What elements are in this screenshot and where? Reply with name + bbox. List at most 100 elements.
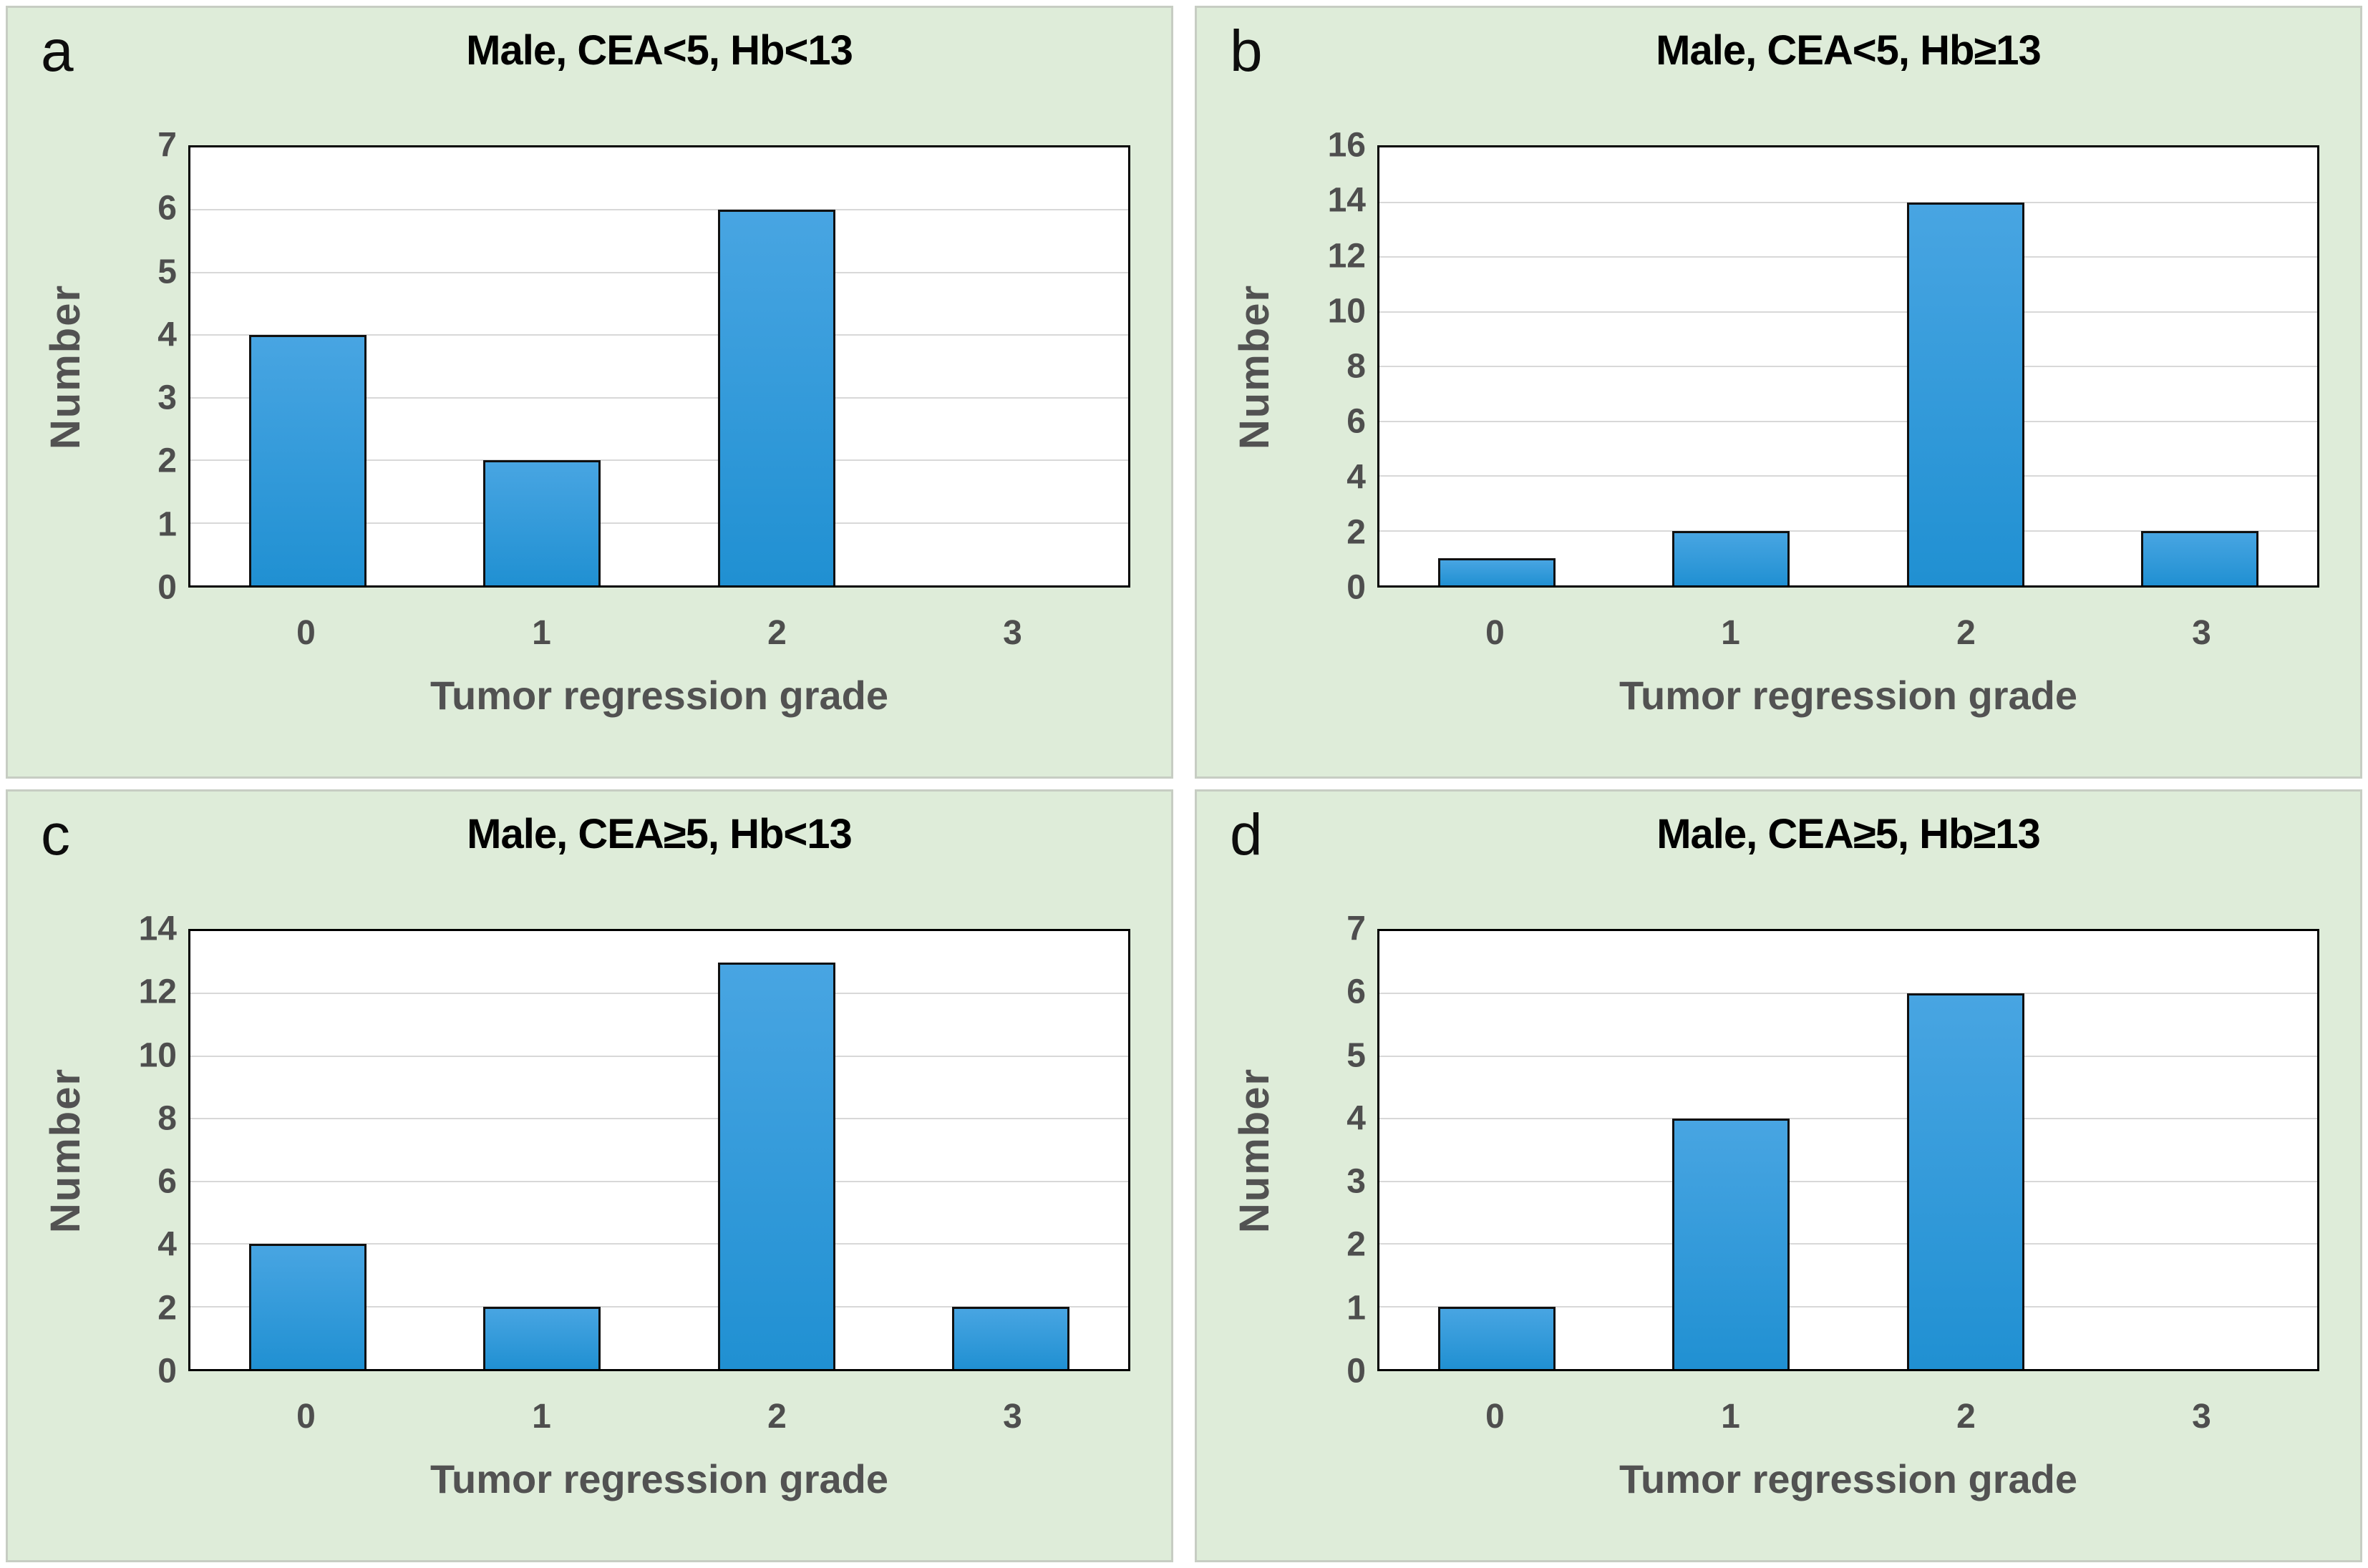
y-tick-label: 1: [157, 505, 177, 544]
y-tick-label: 7: [1346, 910, 1366, 948]
y-tick-label: 12: [138, 973, 177, 1011]
plot-area: [1377, 929, 2319, 1371]
y-tick-label: 0: [157, 568, 177, 607]
chart-title-a: Male, CEA<5, Hb<13: [466, 27, 853, 74]
y-tick-label: 3: [1346, 1162, 1366, 1201]
bar-grade-0: [1437, 1306, 1556, 1369]
panel-d: d Male, CEA≥5, Hb≥13 Number 0 1 2 3 4 5 6 7 0 1 2 3 T…: [1195, 789, 2362, 1562]
bar-chart-a: Number 0 1 2 3 4 5 6 7 0 1 2 3 Tumor regression grade: [8, 8, 1171, 776]
bar-grade-3: [2141, 530, 2259, 585]
x-axis-ticks: 0 1 2 3: [1377, 1397, 2319, 1440]
gridline: [1379, 311, 2317, 313]
x-axis-ticks: 0 1 2 3: [188, 613, 1130, 656]
bar-grade-1: [1672, 1119, 1790, 1369]
gridline: [190, 1305, 1128, 1308]
x-tick-label: 2: [767, 1398, 787, 1436]
y-axis-ticks: 0 2 4 6 8 10 12 14 16: [1197, 127, 1366, 607]
y-tick-label: 4: [157, 1225, 177, 1264]
gridline: [190, 1118, 1128, 1120]
x-tick-label: 2: [767, 614, 787, 652]
x-tick-label: 0: [1485, 614, 1505, 652]
x-tick-label: 0: [296, 614, 316, 652]
panel-letter-c: c: [41, 802, 70, 867]
panel-letter-d: d: [1230, 802, 1263, 867]
y-tick-label: 5: [157, 253, 177, 291]
y-tick-label: 0: [1346, 1352, 1366, 1391]
x-tick-label: 0: [1485, 1398, 1505, 1436]
y-tick-label: 2: [157, 1289, 177, 1328]
panel-b: b Male, CEA<5, Hb≥13 Number 0 2 4 6 8 10 12 14 16…: [1195, 6, 2362, 779]
y-tick-label: 0: [1346, 568, 1366, 607]
x-tick-label: 3: [1003, 1398, 1022, 1436]
y-tick-label: 16: [1327, 126, 1366, 165]
gridline: [1379, 475, 2317, 477]
y-tick-label: 12: [1327, 237, 1366, 275]
panel-a: a Male, CEA<5, Hb<13 Number 0 1 2 3 4 5 6 7 0 1 2 3 T…: [6, 6, 1173, 779]
x-tick-label: 1: [532, 614, 551, 652]
x-axis-ticks: 0 1 2 3: [188, 1397, 1130, 1440]
gridline: [190, 993, 1128, 995]
x-axis-ticks: 0 1 2 3: [1377, 613, 2319, 656]
bar-chart-d: Number 0 1 2 3 4 5 6 7 0 1 2 3 Tumor regression grade: [1197, 792, 2360, 1560]
y-tick-label: 8: [157, 1099, 177, 1138]
x-axis-label: Tumor regression grade: [430, 673, 888, 718]
y-tick-label: 14: [138, 910, 177, 948]
bar-grade-2: [717, 962, 835, 1369]
x-axis-label: Tumor regression grade: [1619, 1456, 2077, 1501]
y-tick-label: 4: [157, 316, 177, 354]
bar-grade-0: [248, 335, 367, 585]
plot-area: [188, 145, 1130, 588]
x-tick-label: 3: [1003, 614, 1022, 652]
panel-letter-b: b: [1230, 19, 1263, 84]
bar-grade-0: [248, 1244, 367, 1369]
y-tick-label: 8: [1346, 347, 1366, 386]
gridline: [190, 1243, 1128, 1245]
bar-chart-c: Number 0 2 4 6 8 10 12 14 0 1 2 3 Tumor regression gr…: [8, 792, 1171, 1560]
gridline: [190, 1180, 1128, 1182]
gridline: [1379, 1180, 2317, 1182]
y-axis-ticks: 0 1 2 3 4 5 6 7: [8, 127, 177, 607]
chart-title-b: Male, CEA<5, Hb≥13: [1656, 27, 2042, 74]
y-axis-ticks: 0 2 4 6 8 10 12 14: [8, 910, 177, 1391]
bar-grade-1: [483, 460, 601, 585]
bar-grade-2: [717, 210, 835, 585]
y-tick-label: 3: [157, 379, 177, 417]
y-tick-label: 10: [1327, 292, 1366, 331]
gridline: [190, 209, 1128, 211]
gridline: [1379, 420, 2317, 422]
y-tick-label: 7: [157, 126, 177, 165]
x-tick-label: 2: [1956, 614, 1976, 652]
x-tick-label: 3: [2192, 1398, 2211, 1436]
gridline: [1379, 1305, 2317, 1308]
bar-chart-b: Number 0 2 4 6 8 10 12 14 16 0 1 2 3 Tumor regression …: [1197, 8, 2360, 776]
gridline: [1379, 1118, 2317, 1120]
panel-letter-a: a: [41, 19, 74, 84]
gridline: [1379, 993, 2317, 995]
y-tick-label: 2: [1346, 1225, 1366, 1264]
bar-grade-2: [1906, 202, 2024, 585]
x-tick-label: 3: [2192, 614, 2211, 652]
gridline: [1379, 530, 2317, 532]
x-tick-label: 1: [1721, 1398, 1740, 1436]
y-tick-label: 0: [157, 1352, 177, 1391]
y-tick-label: 6: [157, 189, 177, 228]
bar-grade-3: [952, 1306, 1070, 1369]
x-tick-label: 2: [1956, 1398, 1976, 1436]
y-tick-label: 6: [157, 1162, 177, 1201]
bar-grade-1: [1672, 530, 1790, 585]
plot-area: [188, 929, 1130, 1371]
gridline: [1379, 256, 2317, 258]
gridline: [1379, 1243, 2317, 1245]
gridline: [190, 271, 1128, 273]
bar-grade-0: [1437, 557, 1556, 585]
y-tick-label: 6: [1346, 973, 1366, 1011]
y-tick-label: 5: [1346, 1036, 1366, 1075]
plot-area: [1377, 145, 2319, 588]
gridline: [190, 1055, 1128, 1057]
panel-c: c Male, CEA≥5, Hb<13 Number 0 2 4 6 8 10 12 14 0 1…: [6, 789, 1173, 1562]
x-tick-label: 1: [532, 1398, 551, 1436]
gridline: [190, 396, 1128, 399]
gridline: [1379, 1055, 2317, 1057]
x-axis-label: Tumor regression grade: [1619, 673, 2077, 718]
